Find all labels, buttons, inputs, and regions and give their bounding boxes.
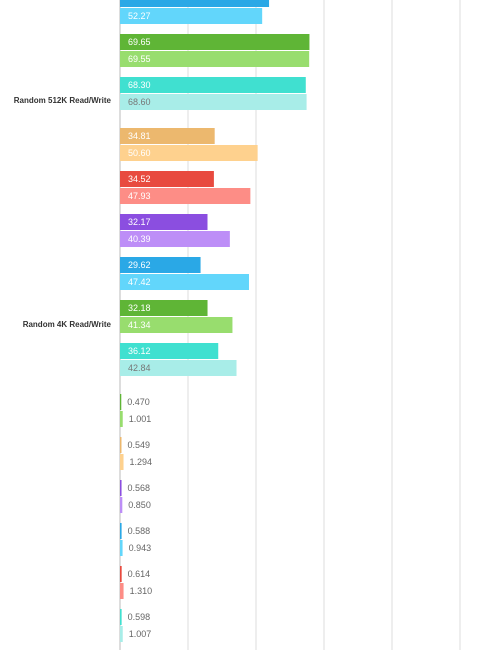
bar <box>120 145 258 161</box>
value-label: 68.60 <box>128 97 151 107</box>
bar <box>120 257 201 273</box>
value-label: 1.310 <box>130 586 153 596</box>
value-label: 32.17 <box>128 217 151 227</box>
bar <box>120 497 123 513</box>
value-label: 0.549 <box>127 440 150 450</box>
category-label: Random 512K Read/Write <box>14 96 112 105</box>
bar <box>120 583 124 599</box>
bar <box>120 523 122 539</box>
value-label: 34.81 <box>128 131 151 141</box>
category-label: Random 4K Read/Write <box>23 320 112 329</box>
value-label: 34.52 <box>128 174 151 184</box>
bar <box>120 317 233 333</box>
value-label: 1.001 <box>129 414 152 424</box>
bar <box>120 171 214 187</box>
value-label: 0.598 <box>128 612 151 622</box>
value-label: 29.62 <box>128 260 151 270</box>
bar <box>120 540 123 556</box>
value-label: 0.470 <box>127 397 150 407</box>
bar <box>120 360 237 376</box>
value-label: 40.39 <box>128 234 151 244</box>
value-label: 52.27 <box>128 11 151 21</box>
value-label: 42.84 <box>128 363 151 373</box>
bar <box>120 51 310 67</box>
bar <box>120 454 124 470</box>
bar <box>120 480 122 496</box>
bar <box>120 34 310 50</box>
value-label: 0.614 <box>128 569 151 579</box>
value-label: 68.30 <box>128 80 151 90</box>
bar <box>120 77 306 93</box>
bar <box>120 94 307 110</box>
value-label: 41.34 <box>128 320 151 330</box>
value-label: 50.60 <box>128 148 151 158</box>
bar <box>120 626 123 642</box>
bar <box>120 8 263 24</box>
bar <box>120 411 123 427</box>
value-label: 32.18 <box>128 303 151 313</box>
value-label: 47.93 <box>128 191 151 201</box>
value-label: 36.12 <box>128 346 151 356</box>
value-label: 1.007 <box>129 629 152 639</box>
value-label: 0.568 <box>128 483 151 493</box>
bar <box>120 566 122 582</box>
value-label: 0.588 <box>128 526 151 536</box>
value-label: 1.294 <box>130 457 153 467</box>
value-label: 69.65 <box>128 37 151 47</box>
bar <box>120 188 251 204</box>
bar <box>120 609 122 625</box>
bar <box>120 0 270 7</box>
value-label: 47.42 <box>128 277 151 287</box>
bar <box>120 231 230 247</box>
bar <box>120 128 215 144</box>
bar <box>120 214 208 230</box>
bar <box>120 394 122 410</box>
value-label: 0.943 <box>129 543 152 553</box>
bar <box>120 343 219 359</box>
value-label: 0.850 <box>128 500 151 510</box>
bar <box>120 300 208 316</box>
bar <box>120 274 249 290</box>
bar <box>120 437 122 453</box>
value-label: 69.55 <box>128 54 151 64</box>
